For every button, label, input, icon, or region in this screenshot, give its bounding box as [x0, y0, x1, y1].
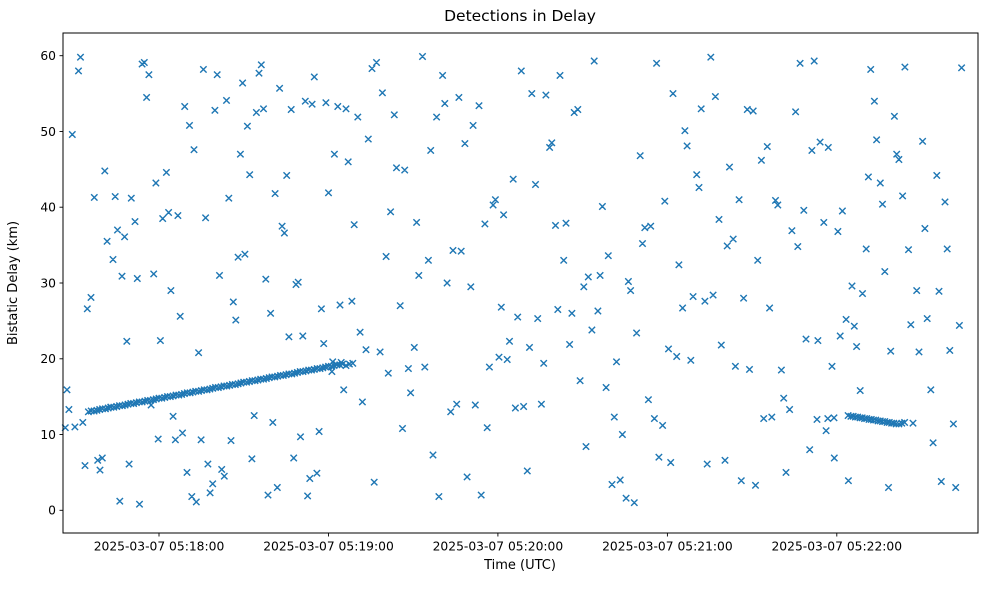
scatter-points	[61, 52, 966, 508]
x-tick-label: 2025-03-07 05:22:00	[771, 540, 902, 554]
y-tick-label: 0	[48, 504, 56, 518]
x-tick-label: 2025-03-07 05:19:00	[263, 540, 394, 554]
y-axis-ticks: 0 10 20 30 40 50 60	[40, 49, 63, 518]
chart-title: Detections in Delay	[444, 7, 596, 25]
y-tick-label: 30	[40, 276, 56, 290]
x-axis-label: Time (UTC)	[483, 558, 556, 573]
y-tick-label: 60	[40, 49, 56, 63]
y-tick-label: 20	[40, 352, 56, 366]
y-tick-label: 10	[40, 428, 56, 442]
x-tick-label: 2025-03-07 05:21:00	[602, 540, 733, 554]
y-axis-label: Bistatic Delay (km)	[6, 221, 21, 345]
scatter-points-layer	[61, 52, 966, 508]
x-tick-label: 2025-03-07 05:18:00	[94, 540, 225, 554]
y-tick-label: 40	[40, 201, 56, 215]
x-tick-label: 2025-03-07 05:20:00	[433, 540, 564, 554]
plot-area	[63, 33, 978, 533]
y-tick-label: 50	[40, 125, 56, 139]
x-axis-ticks: 2025-03-07 05:18:00 2025-03-07 05:19:00 20…	[94, 533, 902, 554]
